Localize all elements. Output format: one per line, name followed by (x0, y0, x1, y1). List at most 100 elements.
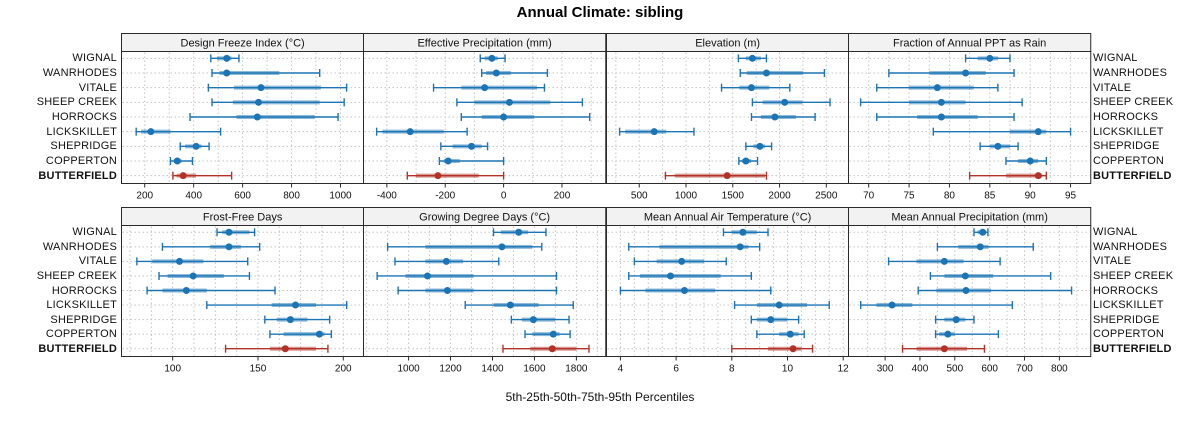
interval-lickskillet (376, 127, 469, 136)
site-label-left-sheep-creek: SHEEP CREEK (36, 269, 117, 282)
site-label-left-lickskillet: LICKSKILLET (46, 125, 117, 138)
interval-butterfield (901, 344, 985, 353)
interval-horrocks (460, 113, 591, 121)
interval-horrocks (146, 286, 276, 295)
interval-wignal (973, 228, 989, 237)
x-tick-label: 800 (1051, 364, 1068, 375)
panel-header-label: Frost-Free Days (203, 212, 283, 224)
x-tick-label: 1400 (482, 364, 505, 375)
interval-horrocks (189, 113, 339, 121)
site-label-right-wanrhodes: WANRHODES (1093, 240, 1168, 253)
x-tick-label: 2500 (815, 191, 838, 202)
panel-header-label: Fraction of Annual PPT as Rain (893, 38, 1046, 50)
panel-frost-free-days: Frost-Free Days 100 150 200 (121, 207, 365, 375)
interval-butterfield (406, 171, 505, 180)
site-label-right-shepridge: SHEPRIDGE (1093, 140, 1160, 153)
interval-lickskillet (932, 127, 1072, 136)
x-tick-label: 300 (877, 364, 894, 375)
interval-vitale (136, 257, 249, 266)
x-tick-label: 500 (946, 364, 963, 375)
interval-wanrhodes (627, 242, 760, 251)
interval-sheep-creek (211, 98, 345, 107)
interval-copperton (1005, 157, 1047, 165)
x-tick-label: 400 (185, 191, 202, 202)
interval-shepridge (440, 142, 489, 151)
interval-butterfield (664, 171, 767, 180)
interval-wignal (964, 54, 1011, 63)
site-label-right-vitale: VITALE (1093, 255, 1132, 268)
panel-design-freeze-index-c: Design Freeze Index (°C) 200 400 600 800 1000 (121, 33, 365, 202)
x-tick-label: 85 (984, 191, 996, 202)
interval-butterfield (730, 344, 813, 353)
x-tick-label: -200 (435, 191, 455, 202)
interval-wignal (737, 54, 767, 63)
panel-header-label: Mean Annual Precipitation (mm) (891, 212, 1048, 224)
interval-copperton (934, 330, 999, 339)
site-label-left-horrocks: HORROCKS (51, 111, 117, 123)
interval-wignal (722, 228, 769, 237)
x-tick-label: 10 (781, 364, 793, 375)
x-tick-label: 1600 (524, 364, 547, 375)
site-label-left-shepridge: SHEPRIDGE (50, 313, 117, 326)
site-label-left-vitale: VITALE (78, 255, 117, 268)
x-tick-label: 70 (863, 191, 875, 202)
interval-wignal (479, 54, 507, 63)
interval-wanrhodes (887, 69, 1015, 77)
x-tick-label: 600 (981, 364, 998, 375)
x-tick-label: 800 (283, 191, 300, 202)
interval-copperton (169, 157, 194, 165)
site-label-right-horrocks: HORROCKS (1093, 284, 1159, 297)
interval-wignal (216, 228, 256, 237)
interval-vitale (875, 83, 999, 92)
figure-title: Annual Climate: sibling (516, 4, 684, 21)
interval-shepridge (934, 315, 975, 324)
interval-copperton (269, 330, 333, 339)
x-tick-label: 200 (136, 191, 153, 202)
interval-butterfield (224, 344, 329, 353)
panel-elevation-m: Elevation (m) 500 1000 1500 2000 2500 (605, 33, 849, 202)
x-tick-label: 1000 (329, 191, 352, 202)
x-tick-label: 1000 (674, 191, 697, 202)
interval-vitale (720, 83, 791, 92)
x-tick-label: -400 (377, 191, 397, 202)
site-label-right-copperton: COPPERTON (1093, 155, 1165, 167)
interval-sheep-creek (158, 271, 251, 280)
interval-copperton (438, 157, 505, 165)
site-label-left-wanrhodes: WANRHODES (42, 240, 117, 253)
site-label-right-horrocks: HORROCKS (1093, 111, 1159, 123)
interval-lickskillet (859, 301, 1013, 310)
interval-copperton (755, 330, 805, 339)
site-label-right-wignal: WIGNAL (1093, 226, 1138, 239)
site-label-right-vitale: VITALE (1093, 81, 1132, 94)
site-label-left-copperton: COPPERTON (45, 328, 117, 341)
site-label-left-lickskillet: LICKSKILLET (46, 299, 117, 312)
interval-butterfield (172, 171, 233, 180)
interval-wanrhodes (387, 242, 543, 251)
x-tick-label: 200 (554, 191, 571, 202)
interval-shepridge (264, 315, 331, 324)
interval-butterfield (502, 344, 590, 353)
x-tick-label: 2000 (768, 191, 791, 202)
site-label-right-butterfield: BUTTERFIELD (1093, 169, 1172, 182)
interval-lickskillet (206, 301, 348, 310)
x-tick-label: 6 (673, 364, 679, 375)
interval-copperton (524, 330, 572, 339)
site-label-left-shepridge: SHEPRIDGE (50, 140, 117, 153)
interval-wanrhodes (161, 242, 261, 251)
x-tick-label: 1800 (566, 364, 589, 375)
site-label-left-butterfield: BUTTERFIELD (38, 342, 117, 355)
x-tick-label: 150 (250, 364, 267, 375)
interval-sheep-creek (456, 98, 584, 107)
interval-horrocks (397, 286, 558, 295)
panel-header-label: Effective Precipitation (mm) (418, 38, 552, 50)
interval-horrocks (750, 113, 816, 121)
interval-wignal (210, 54, 240, 63)
x-axis-caption: 5th-25th-50th-75th-95th Percentiles (505, 390, 695, 404)
interval-sheep-creek (627, 271, 752, 280)
site-label-left-butterfield: BUTTERFIELD (38, 169, 117, 182)
interval-sheep-creek (376, 271, 558, 280)
interval-lickskillet (618, 127, 695, 136)
interval-lickskillet (135, 127, 222, 136)
interval-shepridge (750, 315, 799, 324)
site-label-right-lickskillet: LICKSKILLET (1093, 299, 1164, 312)
